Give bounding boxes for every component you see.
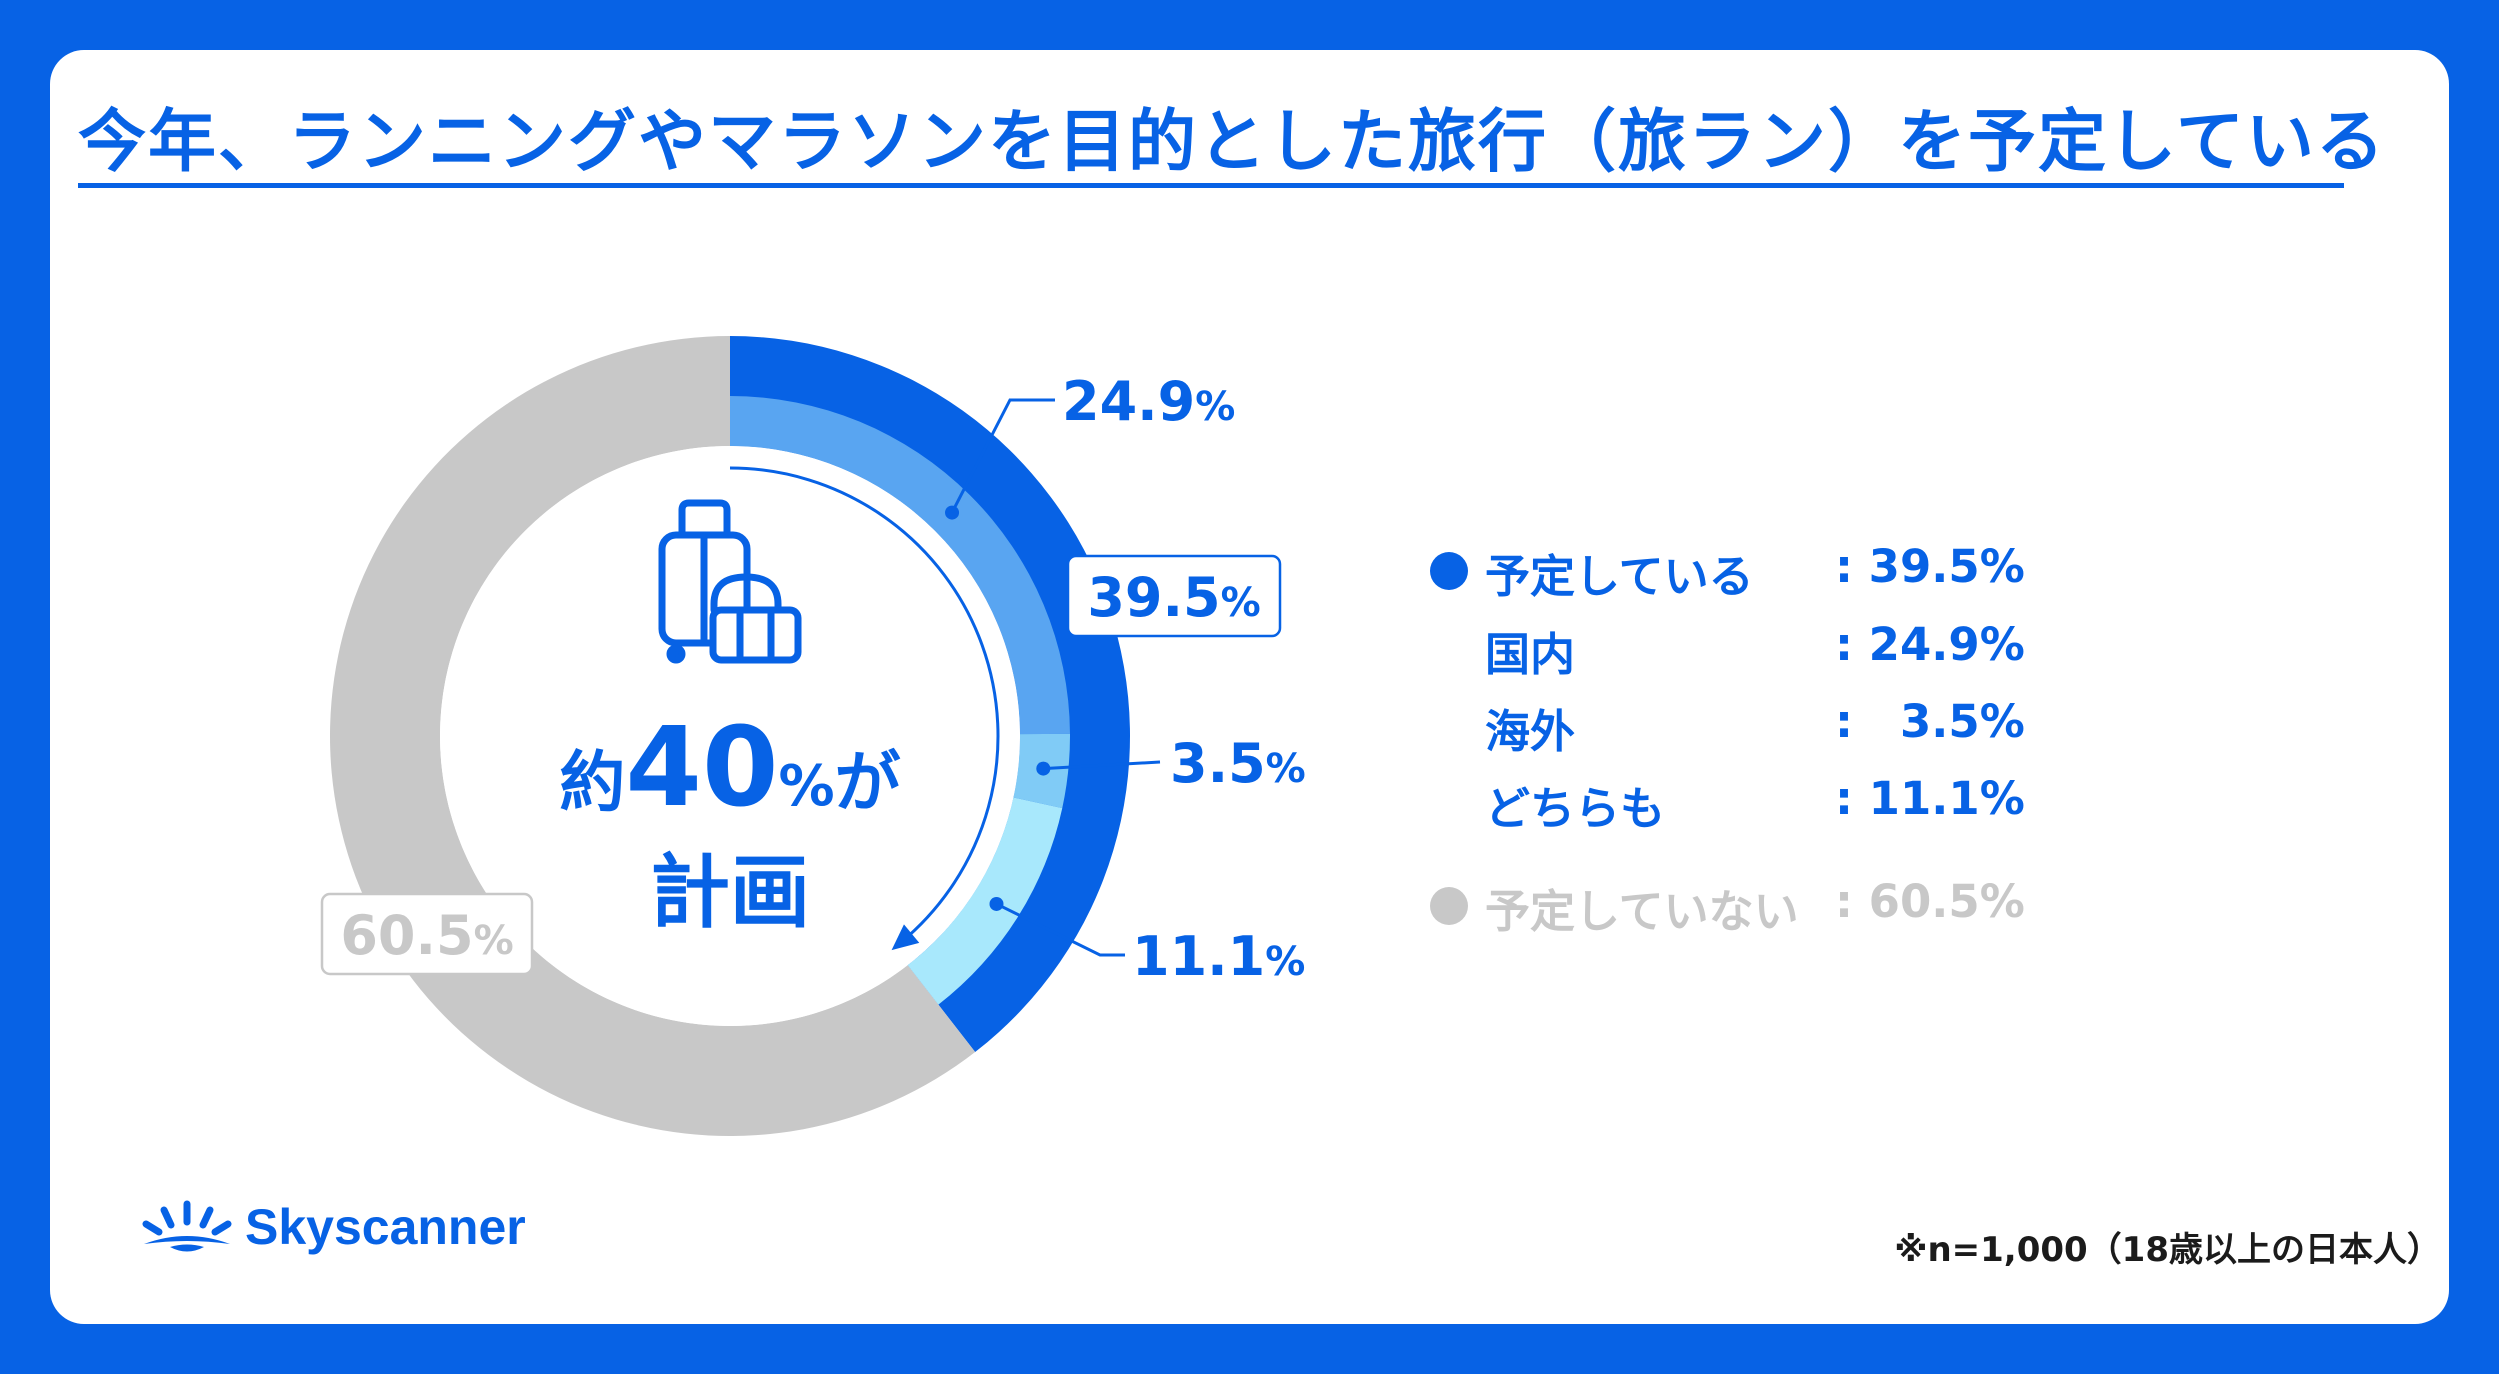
- legend-label: 予定していない: [1485, 885, 1799, 938]
- legend-value: : 11.1%: [1835, 772, 2025, 825]
- sample-size-note: ※n=1,000（18歳以上の日本人）: [1894, 1230, 2441, 1270]
- center-suffix: が: [835, 744, 901, 821]
- sunrise-logo-icon: [142, 1200, 232, 1252]
- label-planning-box: [1066, 554, 1282, 638]
- progress-arrow: [729, 466, 1000, 944]
- label-not-planning-box: [320, 892, 534, 976]
- legend-value: : 60.5%: [1835, 875, 2025, 928]
- center-line2: 計画: [650, 846, 810, 939]
- legend-dot: [1430, 552, 1468, 590]
- page-title: 今年、ランニングやマラソンを目的とした旅行（旅ラン）を予定している: [78, 103, 2386, 182]
- slice-domestic: [730, 396, 1070, 735]
- center-number: 40: [625, 703, 778, 831]
- center-headline: 約40%が: [559, 703, 900, 831]
- center-prefix: 約: [559, 744, 625, 821]
- title-underline: [78, 183, 2344, 188]
- legend-label: 予定している: [1485, 550, 1754, 603]
- brand-name: Skyscanner: [245, 1199, 526, 1255]
- legend-label: どちらも: [1485, 782, 1666, 835]
- luggage-icon: [658, 499, 802, 664]
- legend-value: : 39.5%: [1835, 540, 2025, 593]
- label-not-planning: 60.5%: [340, 904, 513, 967]
- legend-value: : 3.5%: [1835, 695, 2025, 748]
- label-both: 11.1%: [1132, 925, 1305, 988]
- legend-label: 国内: [1485, 628, 1576, 681]
- label-domestic: 24.9%: [1062, 370, 1235, 433]
- leader-line-domestic: [950, 398, 1055, 514]
- leader-line-both: [995, 902, 1125, 957]
- legend-dot: [1430, 887, 1468, 925]
- label-planning: 39.5%: [1087, 566, 1260, 629]
- progress-arrow-head: [891, 924, 920, 951]
- label-overseas: 3.5%: [1170, 732, 1306, 795]
- slice-both: [907, 797, 1063, 1005]
- donut-hole: [440, 446, 1020, 1026]
- legend-value: : 24.9%: [1835, 618, 2025, 671]
- legend-label: 海外: [1485, 705, 1576, 758]
- center-pct: %: [778, 754, 834, 819]
- leader-line-overseas: [1043, 760, 1161, 771]
